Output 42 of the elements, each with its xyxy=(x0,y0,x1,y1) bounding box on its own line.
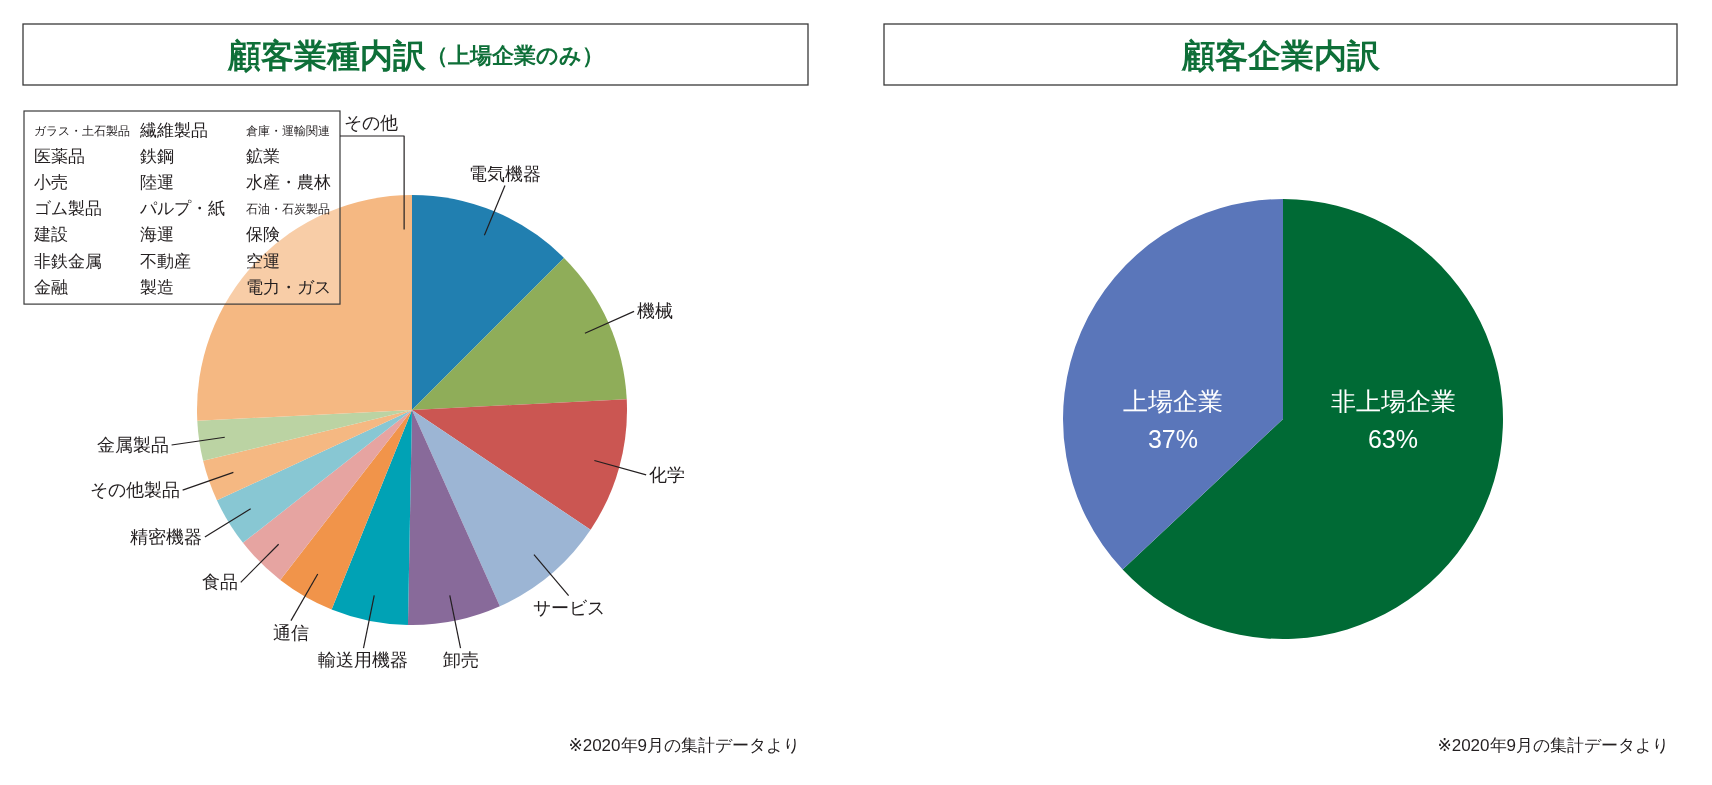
text: 製造 xyxy=(140,277,174,297)
text: 鉱業 xyxy=(246,147,280,167)
text: 金融 xyxy=(34,277,68,297)
slice-label: 卸売 xyxy=(442,650,479,671)
chart-title: 顧客業種内訳 xyxy=(226,36,427,74)
text: ガラス・土石製品 xyxy=(34,123,130,138)
text: 陸運 xyxy=(140,173,174,193)
slice-label: 食品 xyxy=(201,572,238,593)
slice-label: 電気機器 xyxy=(468,163,541,184)
slice-label: 精密機器 xyxy=(129,526,202,547)
text: ゴム製品 xyxy=(34,199,102,219)
slice-label: 非上場企業 xyxy=(1330,387,1456,415)
text: 非鉄金属 xyxy=(34,251,102,271)
text: 石油・石炭製品 xyxy=(246,201,330,216)
text: 医薬品 xyxy=(34,147,85,167)
text: パルプ・紙 xyxy=(139,199,225,219)
data-label: 63% xyxy=(1367,425,1419,453)
text: 空運 xyxy=(246,251,280,271)
slice-label: サービス xyxy=(532,597,605,618)
text: 電力・ガス xyxy=(246,277,331,297)
slice-label: 輸送用機器 xyxy=(318,650,409,671)
slice-label: 化学 xyxy=(649,464,686,485)
text: 保険 xyxy=(246,225,280,245)
data-label: 37% xyxy=(1147,425,1199,453)
text: ※2020年9月の集計データより xyxy=(568,735,800,755)
text: 不動産 xyxy=(140,251,191,271)
slice-label: 通信 xyxy=(272,622,309,643)
chart-subtitle: （上場企業のみ） xyxy=(425,42,604,68)
slice-label: その他 xyxy=(344,113,398,133)
text: 建設 xyxy=(33,225,68,245)
text: 繊維製品 xyxy=(139,121,208,140)
slice-label: その他製品 xyxy=(89,480,180,501)
text: 水産・農林 xyxy=(246,173,331,193)
slice-label: 金属製品 xyxy=(96,434,169,455)
slice-label: 機械 xyxy=(637,301,674,322)
chart-title: 顧客企業内訳 xyxy=(1180,36,1381,74)
text: 鉄鋼 xyxy=(140,147,174,167)
text: ※2020年9月の集計データより xyxy=(1437,735,1669,755)
text: 小売 xyxy=(34,173,68,193)
text: 倉庫・運輸関連 xyxy=(246,123,330,138)
text: 海運 xyxy=(140,225,174,245)
slice-label: 上場企業 xyxy=(1123,387,1223,415)
